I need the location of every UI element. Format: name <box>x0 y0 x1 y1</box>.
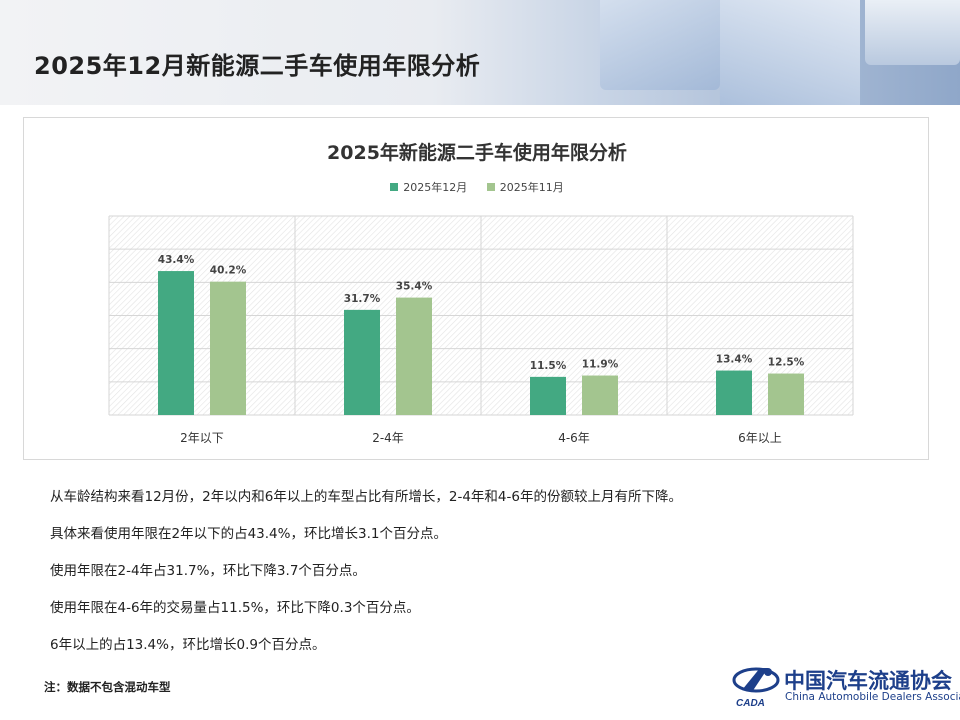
data-label: 13.4% <box>716 354 753 366</box>
header-decoration <box>600 0 720 90</box>
x-tick-label: 2-4年 <box>372 431 404 445</box>
x-tick-label: 6年以上 <box>738 431 782 445</box>
data-label: 11.5% <box>530 360 567 372</box>
bar <box>582 375 618 415</box>
bar <box>158 271 194 415</box>
header-banner: 2025年12月新能源二手车使用年限分析 <box>0 0 960 105</box>
cada-logo: CADA 中国汽车流通协会 China Automobile Dealers A… <box>728 660 960 710</box>
bar <box>396 297 432 415</box>
chart-legend: 2025年12月 2025年11月 <box>24 179 930 195</box>
logo-mark-text: CADA <box>736 698 765 709</box>
header-decoration <box>720 0 860 105</box>
data-label: 11.9% <box>582 359 619 371</box>
legend-swatch-dec <box>390 183 399 191</box>
bar-chart-plot: 43.4% 40.2% 2年以下 31.7% 35.4% 2-4年 11.5% 11.9% 4-… <box>108 215 854 445</box>
note-line: 6年以上的占13.4%，环比增长0.9个百分点。 <box>50 637 326 653</box>
bar <box>210 281 246 415</box>
legend-swatch-nov <box>486 183 495 191</box>
bar <box>768 373 804 415</box>
data-label: 31.7% <box>344 293 381 305</box>
bar <box>716 370 752 415</box>
note-line: 使用年限在2-4年占31.7%，环比下降3.7个百分点。 <box>50 563 366 579</box>
legend-label-dec: 2025年12月 <box>403 181 468 194</box>
page-title: 2025年12月新能源二手车使用年限分析 <box>34 52 481 80</box>
logo-name-cn: 中国汽车流通协会 <box>784 668 952 693</box>
chart-panel: 2025年新能源二手车使用年限分析 2025年12月 2025年11月 43.4… <box>23 117 929 460</box>
header-decoration <box>865 0 960 65</box>
chart-title: 2025年新能源二手车使用年限分析 <box>327 142 627 164</box>
note-line: 从车龄结构来看12月份，2年以内和6年以上的车型占比有所增长，2-4年和4-6年… <box>50 489 682 505</box>
data-label: 43.4% <box>158 254 195 266</box>
x-tick-label: 2年以下 <box>180 431 224 445</box>
legend-item-nov: 2025年11月 <box>486 179 564 195</box>
note-line: 具体来看使用年限在2年以下的占43.4%，环比增长3.1个百分点。 <box>50 526 447 542</box>
analysis-notes: 从车龄结构来看12月份，2年以内和6年以上的车型占比有所增长，2-4年和4-6年… <box>50 487 682 672</box>
data-label: 35.4% <box>396 281 433 293</box>
legend-item-dec: 2025年12月 <box>390 179 467 195</box>
cada-logo-icon: CADA <box>732 667 780 709</box>
bar <box>530 376 566 415</box>
bar <box>344 309 380 415</box>
data-label: 12.5% <box>768 357 805 369</box>
data-label: 40.2% <box>210 265 247 277</box>
x-tick-label: 4-6年 <box>558 431 590 445</box>
legend-label-nov: 2025年11月 <box>499 181 564 194</box>
footnote: 注：数据不包含混动车型 <box>44 680 171 694</box>
logo-name-en: China Automobile Dealers Association <box>785 691 960 703</box>
note-line: 使用年限在4-6年的交易量占11.5%，环比下降0.3个百分点。 <box>50 600 420 616</box>
